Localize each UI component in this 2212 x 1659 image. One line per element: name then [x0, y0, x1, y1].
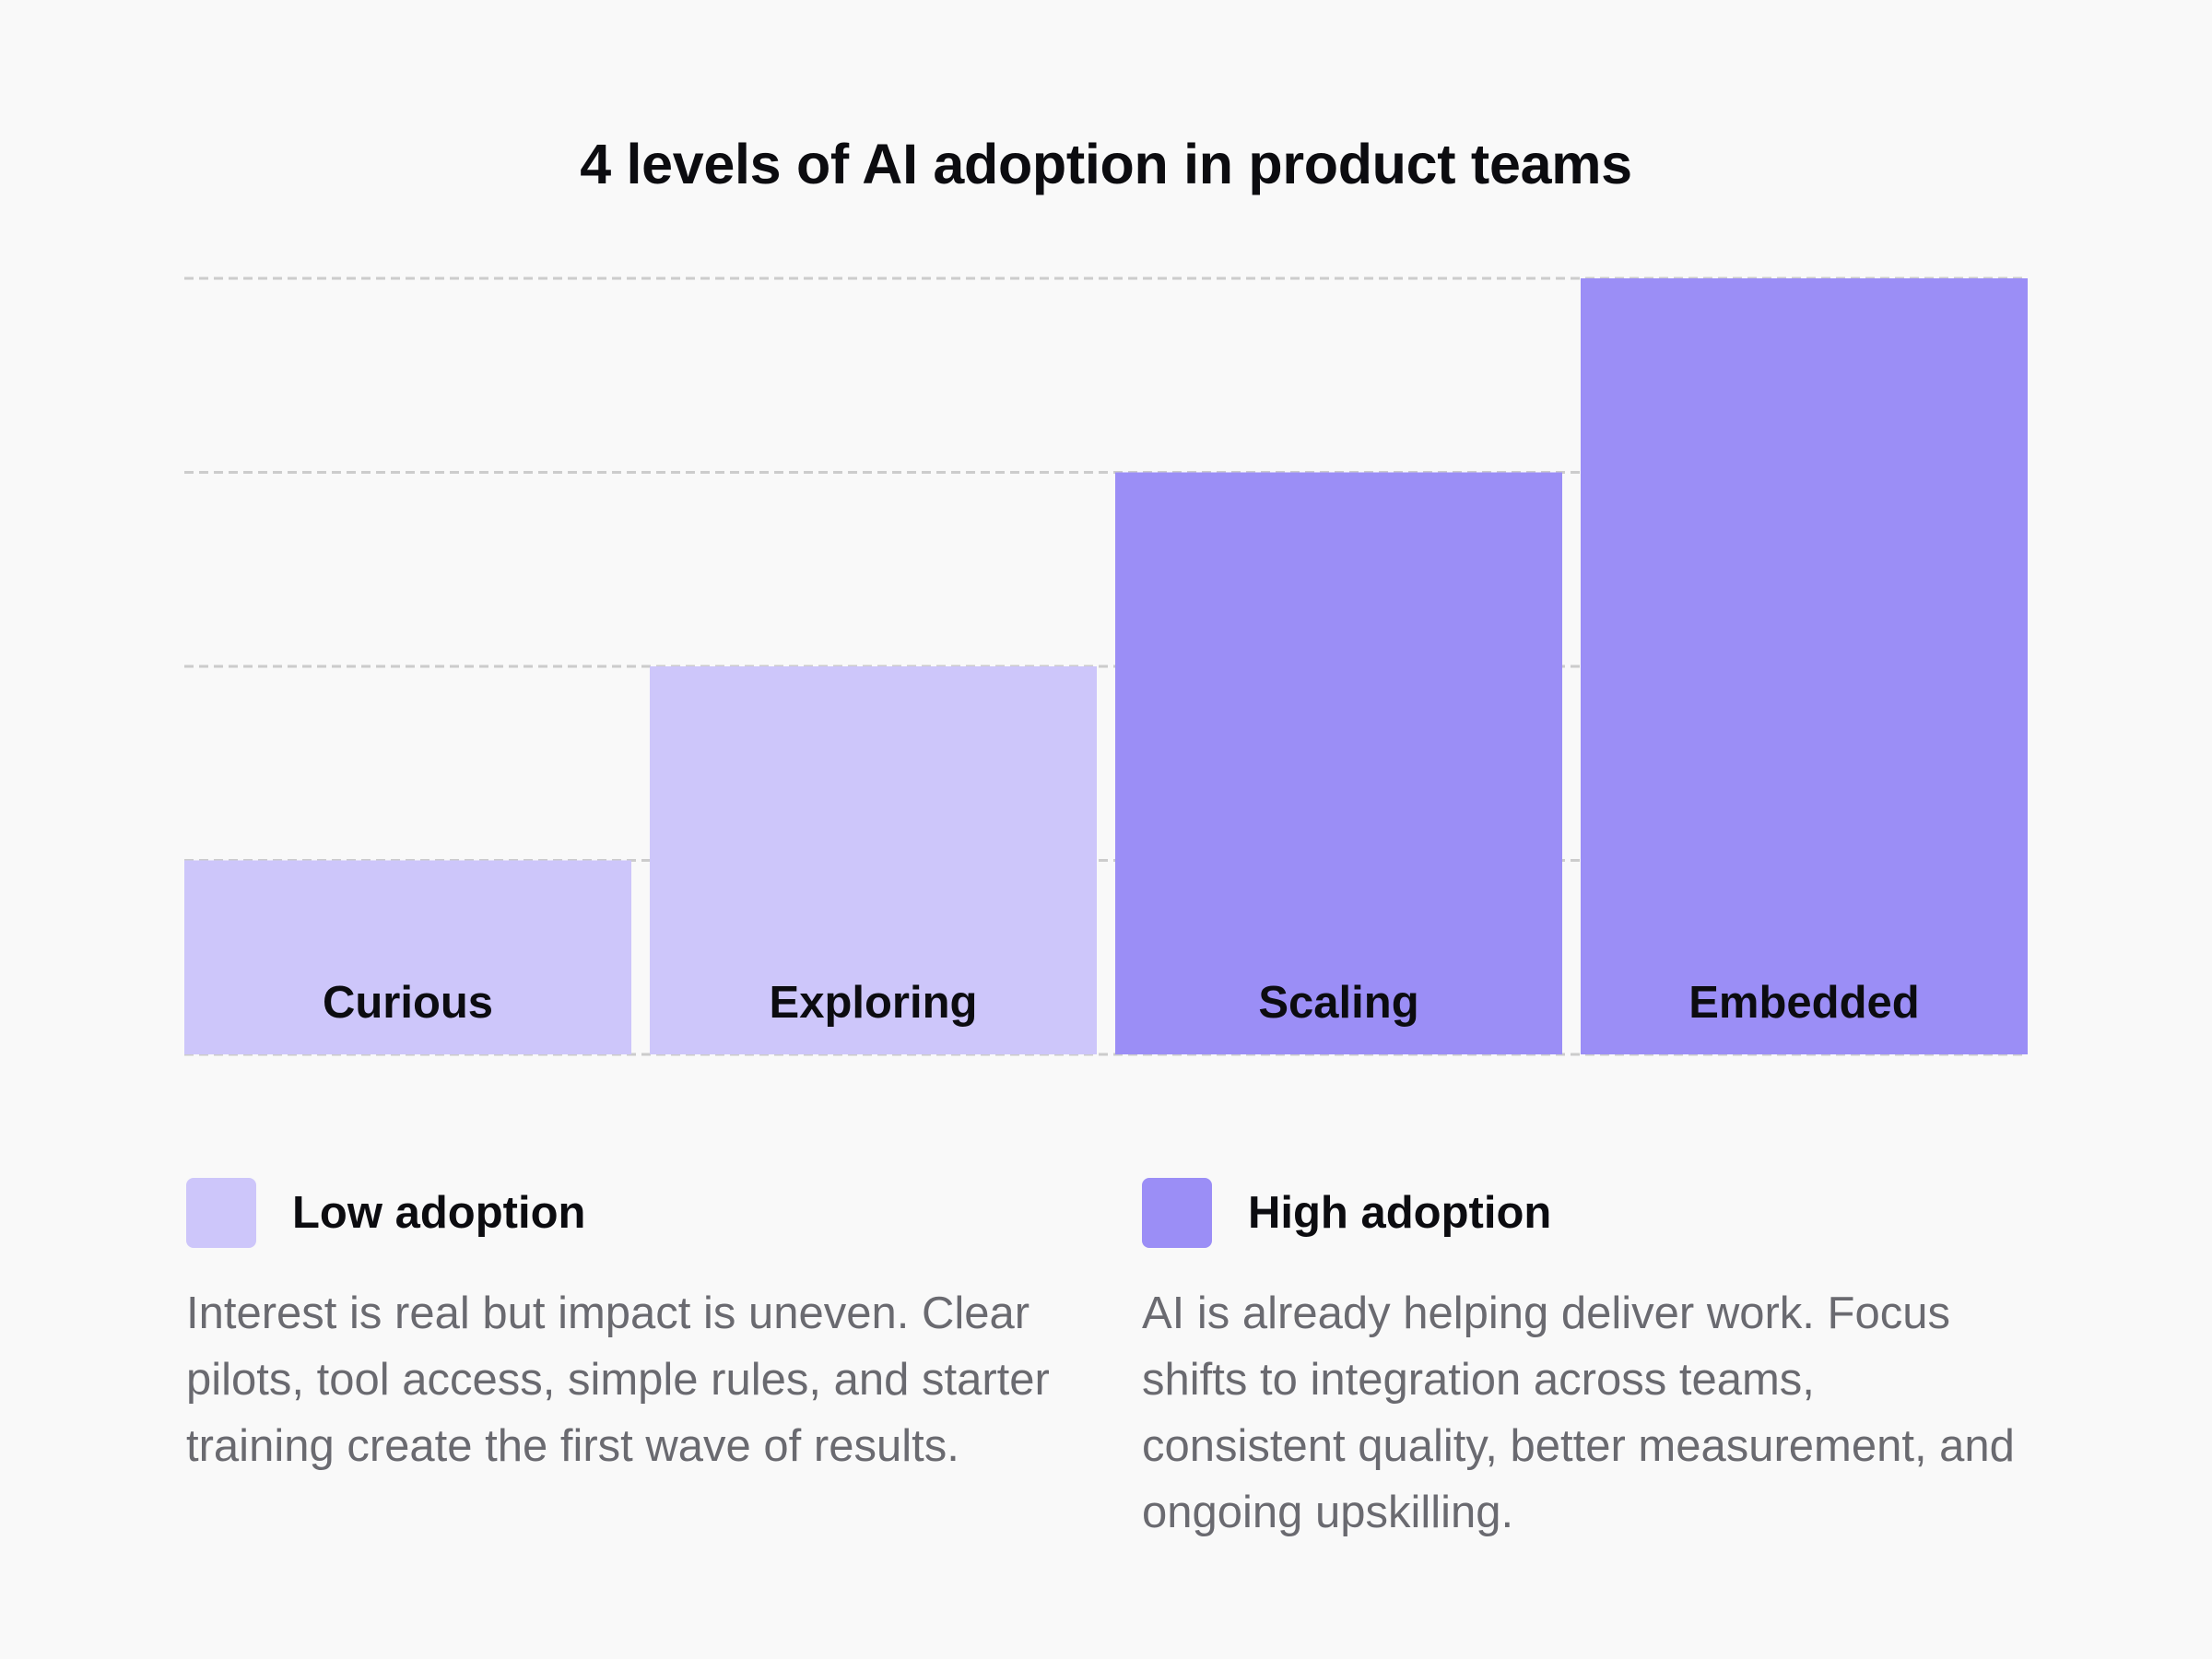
bar-curious	[184, 860, 631, 1054]
legend-item-high-adoption: High adoption AI is already helping deli…	[1142, 1178, 2027, 1546]
legend-label-high: High adoption	[1248, 1188, 1552, 1238]
bar-label-scaling: Scaling	[1258, 978, 1418, 1028]
bar-scaling	[1115, 472, 1562, 1054]
chart-title: 4 levels of AI adoption in product teams	[580, 133, 1632, 195]
bar-label-embedded: Embedded	[1688, 978, 1919, 1028]
bar-exploring	[650, 666, 1097, 1054]
legend-description-low: Interest is real but impact is uneven. C…	[186, 1288, 1050, 1471]
bar-label-exploring: Exploring	[770, 978, 978, 1028]
bar-label-curious: Curious	[323, 978, 493, 1028]
legend-item-low-adoption: Low adoption Interest is real but impact…	[186, 1178, 1071, 1479]
legend-swatch-low	[186, 1178, 256, 1248]
legend-description-high: AI is already helping deliver work. Focu…	[1142, 1288, 2015, 1537]
legend-label-low: Low adoption	[292, 1188, 586, 1238]
bar-embedded	[1581, 278, 2028, 1054]
legend-swatch-high	[1142, 1178, 1212, 1248]
